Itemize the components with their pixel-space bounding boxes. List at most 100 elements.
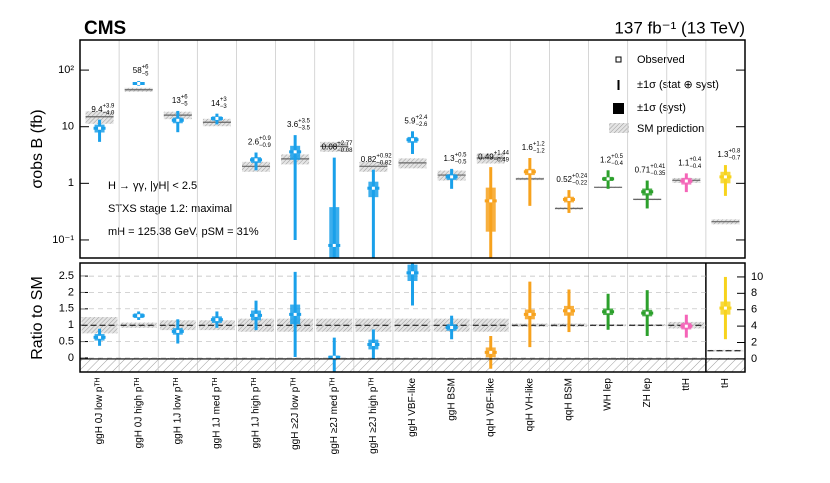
y2-tick-label: 10 bbox=[751, 271, 763, 283]
plot-frame bbox=[79, 39, 746, 259]
legend-marker bbox=[613, 103, 624, 114]
ratio-marker bbox=[411, 271, 414, 275]
x-tick-label: ttH bbox=[681, 378, 692, 391]
observed-marker bbox=[176, 118, 180, 122]
x-tick-label: ggH 0J low pᵀᴴ bbox=[94, 377, 105, 444]
ratio-marker bbox=[254, 313, 258, 317]
annotation: H → γγ, |yH| < 2.5 bbox=[108, 180, 197, 192]
y-tick-label: 10² bbox=[58, 64, 74, 76]
err-down-label: −5 bbox=[142, 72, 150, 78]
ratio-marker bbox=[684, 324, 688, 328]
err-down-label: −5 bbox=[181, 102, 189, 108]
ratio-tick-label: 1 bbox=[68, 319, 74, 331]
negative-region bbox=[80, 357, 745, 372]
ratio-marker bbox=[450, 325, 454, 329]
legend-label: SM prediction bbox=[637, 123, 704, 135]
ratio-marker bbox=[332, 355, 336, 359]
value-label: 14 bbox=[211, 99, 220, 108]
err-down-label: −2.6 bbox=[416, 122, 429, 128]
observed-marker bbox=[215, 116, 219, 120]
observed-marker bbox=[528, 170, 532, 174]
value-label: 1.3 bbox=[443, 154, 455, 163]
chart-subtitle: 137 fb⁻¹ (13 TeV) bbox=[614, 18, 745, 37]
chart-title: CMS bbox=[84, 18, 126, 39]
err-up-label: +0.41 bbox=[650, 164, 666, 170]
ratio-tick-label: 1.5 bbox=[59, 303, 74, 315]
value-label: 3.6 bbox=[287, 120, 299, 129]
err-up-label: +6 bbox=[181, 95, 189, 101]
value-label: 1.1 bbox=[678, 158, 690, 167]
observed-marker bbox=[137, 81, 141, 85]
ratio-tick-label: 2 bbox=[68, 286, 74, 298]
sm-band bbox=[85, 111, 114, 124]
observed-marker bbox=[645, 190, 649, 194]
legend-marker bbox=[615, 56, 622, 63]
x-tick-label: qqH VBF-like bbox=[485, 378, 496, 437]
ratio-marker bbox=[176, 329, 180, 333]
err-up-label: +2.77 bbox=[337, 141, 353, 147]
err-up-label: +0.8 bbox=[728, 149, 741, 155]
y2-tick-label: 8 bbox=[751, 287, 757, 299]
value-label: 9.4 bbox=[91, 105, 103, 114]
x-tick-label: ggH 0J high pᵀᴴ bbox=[133, 377, 144, 448]
value-label: 13 bbox=[172, 96, 181, 105]
err-down-label: −0.7 bbox=[728, 156, 741, 162]
x-tick-label: ggH 1J med pᵀᴴ bbox=[212, 377, 223, 449]
ratio-marker bbox=[606, 310, 610, 314]
observed-marker bbox=[371, 186, 375, 190]
value-label: 0.08 bbox=[322, 143, 338, 152]
err-up-label: +6 bbox=[142, 65, 150, 71]
legend-marker bbox=[609, 123, 629, 133]
x-tick-label: qqH VH-like bbox=[524, 378, 535, 432]
value-label: 0.82 bbox=[361, 155, 377, 164]
x-tick-label: tH bbox=[720, 378, 731, 388]
observed-marker bbox=[293, 150, 297, 154]
x-tick-label: ZH lep bbox=[642, 378, 653, 408]
observed-marker bbox=[723, 175, 727, 179]
err-up-label: +3.5 bbox=[298, 119, 311, 125]
x-tick-label: ggH BSM bbox=[446, 378, 457, 421]
x-tick-label: WH lep bbox=[603, 378, 614, 411]
ratio-axis-label: Ratio to SM bbox=[29, 276, 46, 360]
legend-label: ±1σ (stat ⊕ syst) bbox=[637, 79, 719, 91]
observed-marker bbox=[98, 126, 102, 130]
err-up-label: +0.92 bbox=[376, 153, 392, 159]
top-marks bbox=[85, 81, 740, 258]
ratio-marker bbox=[98, 335, 102, 339]
err-down-label: −0.4 bbox=[689, 164, 702, 170]
x-tick-label: ggH ≥2J low pᵀᴴ bbox=[290, 377, 301, 450]
value-label: 5.9 bbox=[404, 116, 416, 125]
ratio-marker bbox=[293, 312, 297, 316]
x-tick-label: ggH ≥2J high pᵀᴴ bbox=[368, 377, 379, 454]
value-label: 58 bbox=[133, 66, 142, 75]
value-label: 0.52 bbox=[556, 175, 572, 184]
observed-marker bbox=[332, 243, 336, 247]
y-tick-label: 1 bbox=[68, 177, 74, 189]
err-up-label: +1.44 bbox=[494, 151, 510, 157]
legend: Observed ±1σ (stat ⊕ syst) ±1σ (syst) SM… bbox=[609, 54, 719, 135]
err-down-label: −0.5 bbox=[455, 159, 468, 165]
x-tick-label: ggH VBF-like bbox=[407, 378, 418, 437]
err-up-label: +2.4 bbox=[416, 115, 429, 121]
value-label: 2.6 bbox=[248, 138, 260, 147]
observed-marker bbox=[606, 177, 610, 181]
ratio-marks bbox=[81, 263, 744, 372]
err-down-label: −0.08 bbox=[337, 148, 353, 154]
y-tick-label: 10 bbox=[62, 121, 74, 133]
observed-marker bbox=[489, 199, 493, 203]
ratio-marker bbox=[371, 343, 375, 347]
ratio-tick-label: 0 bbox=[68, 352, 74, 364]
x-tick-label: qqH BSM bbox=[564, 378, 575, 421]
value-label: 1.6 bbox=[522, 143, 534, 152]
ratio-tick-label: 0.5 bbox=[59, 335, 74, 347]
err-down-label: −0.22 bbox=[572, 181, 588, 187]
err-up-label: +0.4 bbox=[689, 157, 702, 163]
x-tick-label: ggH 1J low pᵀᴴ bbox=[172, 377, 183, 444]
value-label: 1.2 bbox=[600, 155, 612, 164]
err-down-label: −0.9 bbox=[259, 143, 272, 149]
y2-tick-label: 4 bbox=[751, 320, 757, 332]
err-down-label: −1.2 bbox=[533, 149, 546, 155]
err-down-label: −0.4 bbox=[611, 161, 624, 167]
observed-marker bbox=[567, 197, 571, 201]
